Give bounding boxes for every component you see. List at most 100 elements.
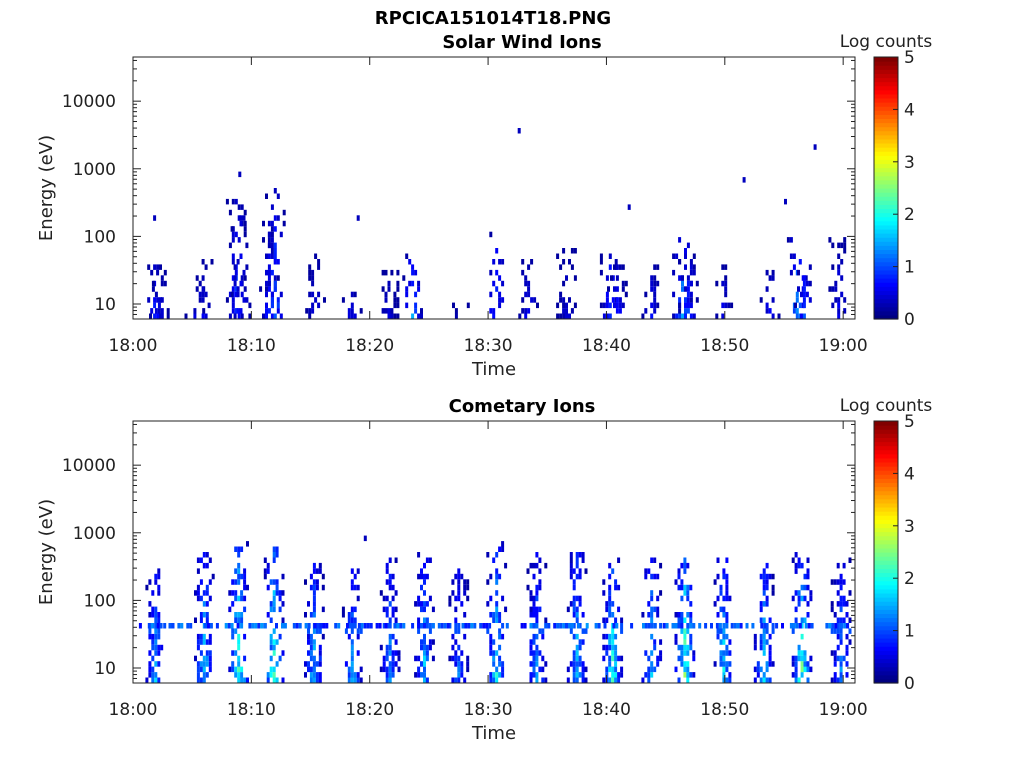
- spectrogram-cell: [425, 677, 429, 683]
- spectrogram-cell: [317, 264, 321, 270]
- spectrogram-cell: [279, 313, 283, 319]
- spectrogram-cell: [234, 579, 238, 585]
- spectrogram-cell: [157, 590, 161, 596]
- spectrogram-cell: [154, 672, 158, 678]
- spectrogram-cell: [391, 650, 395, 656]
- spectrogram-cell: [575, 562, 579, 569]
- spectrogram-cell: [381, 269, 385, 276]
- spectrogram-cell: [836, 623, 840, 629]
- spectrogram-cell: [798, 302, 802, 309]
- spectrogram-cell: [527, 291, 531, 298]
- spectrogram-cell: [684, 302, 687, 309]
- spectrogram-cell: [803, 666, 807, 673]
- spectrogram-cell: [584, 628, 588, 634]
- spectrogram-cell: [385, 568, 389, 574]
- colorbar-segment: [874, 147, 898, 152]
- spectrogram-cell: [356, 628, 360, 634]
- spectrogram-cell: [614, 672, 618, 678]
- spectrogram-cell: [202, 677, 206, 683]
- spectrogram-cell: [805, 280, 809, 287]
- spectrogram-cell: [194, 590, 197, 596]
- colorbar-segment: [874, 93, 898, 99]
- spectrogram-cell: [647, 623, 651, 629]
- spectrogram-cell: [839, 601, 843, 607]
- spectrogram-cell: [614, 644, 618, 651]
- colorbar-segment: [874, 77, 898, 83]
- spectrogram-cell: [692, 269, 696, 276]
- spectrogram-cell: [839, 617, 843, 623]
- spectrogram-cell: [304, 672, 307, 678]
- spectrogram-cell: [840, 242, 844, 249]
- spectrogram-cell: [205, 655, 209, 662]
- spectrogram-cell: [270, 248, 274, 254]
- spectrogram-cell: [196, 661, 200, 667]
- spectrogram-cell: [683, 617, 687, 623]
- spectrogram-cell: [307, 628, 310, 634]
- panel-title: Cometary Ions: [449, 396, 596, 417]
- spectrogram-cell: [281, 650, 285, 656]
- spectrogram-cell: [689, 259, 693, 265]
- spectrogram-cell: [411, 269, 415, 276]
- spectrogram-cell: [791, 672, 795, 678]
- spectrogram-cell: [538, 579, 542, 585]
- spectrogram-cell: [466, 655, 470, 662]
- spectrogram-cell: [759, 606, 763, 613]
- spectrogram-cell: [269, 633, 273, 640]
- spectrogram-cell: [492, 617, 496, 623]
- spectrogram-cell: [565, 308, 568, 314]
- spectrogram-cell: [659, 590, 663, 596]
- spectrogram-cell: [138, 623, 142, 629]
- spectrogram-cell: [234, 612, 238, 618]
- spectrogram-cell: [234, 672, 238, 678]
- spectrogram-cell: [762, 617, 766, 623]
- spectrogram-cell: [532, 639, 536, 645]
- spectrogram-cell: [460, 661, 464, 667]
- spectrogram-cell: [830, 579, 834, 585]
- spectrogram-cell: [489, 308, 493, 314]
- spectrogram-cell: [572, 579, 576, 585]
- spectrogram-cell: [388, 579, 392, 585]
- spectrogram-cell: [802, 297, 806, 303]
- spectrogram-cell: [836, 579, 840, 585]
- colorbar-segment: [874, 163, 898, 169]
- spectrogram-cell: [569, 552, 573, 558]
- spectrogram-cell: [153, 302, 157, 309]
- spectrogram-cell: [454, 313, 458, 319]
- spectrogram-cell: [199, 661, 203, 667]
- spectrogram-cell: [686, 291, 690, 298]
- spectrogram-cell: [148, 579, 152, 585]
- spectrogram-cell: [240, 666, 244, 673]
- spectrogram-cell: [719, 584, 723, 591]
- spectrogram-cell: [614, 650, 618, 656]
- spectrogram-cell: [809, 666, 813, 673]
- spectrogram-cell: [684, 313, 687, 319]
- spectrogram-cell: [572, 655, 576, 662]
- spectrogram-cell: [541, 666, 545, 673]
- spectrogram-cell: [454, 617, 458, 623]
- spectrogram-cell: [199, 666, 203, 673]
- spectrogram-cell: [353, 617, 357, 623]
- spectrogram-cell: [680, 623, 684, 629]
- colorbar-segment: [874, 576, 898, 582]
- colorbar-segment: [874, 57, 898, 62]
- spectrogram-cell: [659, 639, 663, 645]
- spectrogram-cell: [607, 286, 610, 292]
- colorbar-segment: [874, 437, 898, 443]
- spectrogram-cell: [686, 275, 690, 281]
- spectrogram-cell: [532, 606, 536, 613]
- spectrogram-cell: [388, 601, 392, 607]
- plot-frame: [132, 56, 856, 320]
- spectrogram-cell: [148, 633, 152, 640]
- spectrogram-cell: [204, 264, 208, 270]
- spectrogram-cell: [581, 612, 585, 618]
- spectrogram-cell: [610, 275, 613, 281]
- spectrogram-cell: [535, 623, 539, 629]
- spectrogram-cell: [686, 308, 690, 314]
- spectrogram-cell: [186, 623, 190, 629]
- spectrogram-cell: [797, 286, 800, 292]
- spectrogram-cell: [842, 595, 846, 602]
- spectrogram-cell: [489, 639, 493, 645]
- spectrogram-cell: [420, 584, 423, 591]
- spectrogram-cell: [263, 557, 267, 563]
- spectrogram-cell: [147, 623, 151, 629]
